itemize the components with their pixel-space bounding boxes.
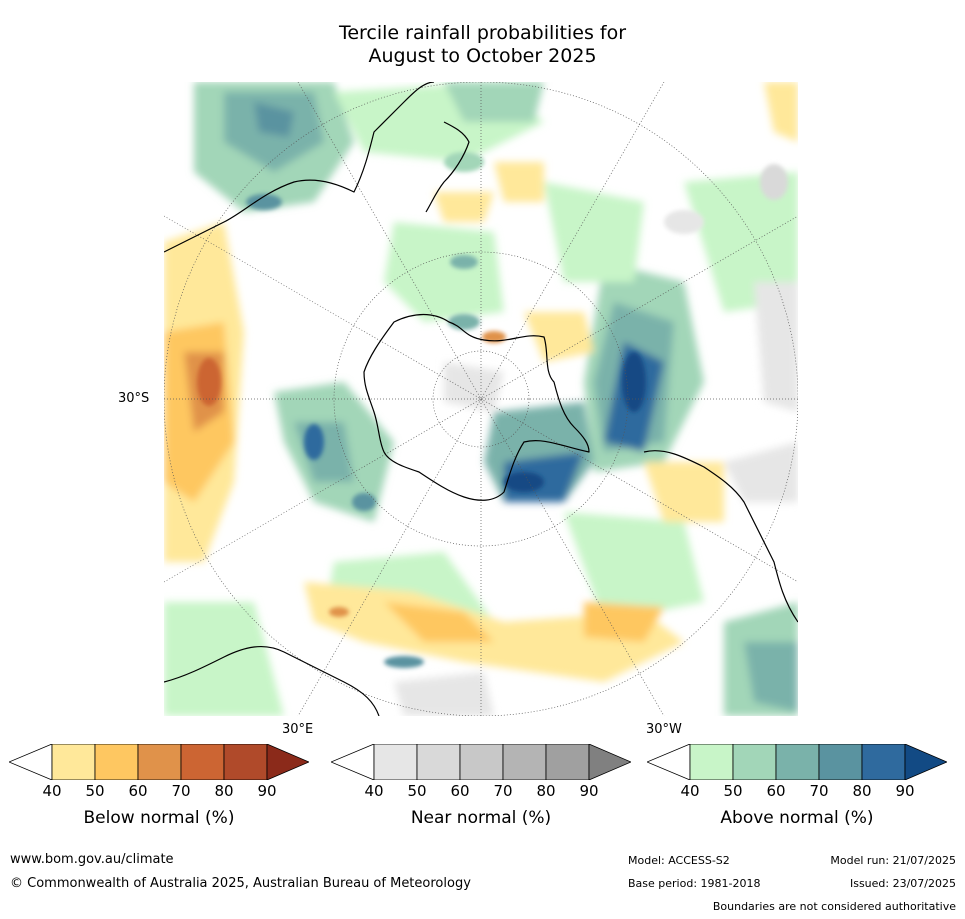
new-zealand-coastline (425, 121, 470, 213)
above-normal-label: Above normal (%) (720, 808, 874, 828)
tick-80: 80 (536, 782, 556, 800)
tick-50: 50 (85, 782, 105, 800)
tick-90: 90 (257, 782, 277, 800)
tick-90: 90 (579, 782, 599, 800)
tick-60: 60 (450, 782, 470, 800)
below-normal-colorbar-svg (9, 744, 309, 780)
antarctica-coastline (363, 313, 590, 501)
above-normal-ticks: 40 50 60 70 80 90 (647, 782, 965, 802)
tick-80: 80 (214, 782, 234, 800)
base-period-text: Base period: 1981-2018 (628, 877, 761, 890)
model-run-text: Model run: 21/07/2025 (830, 854, 956, 867)
tick-90: 90 (895, 782, 915, 800)
colorbar-extend-high (904, 744, 947, 780)
chart-title: Tercile rainfall probabilities for Augus… (0, 22, 965, 68)
near-normal-colorbar (331, 744, 631, 780)
southern-africa-coastline (164, 646, 380, 716)
model-text: Model: ACCESS-S2 (628, 854, 730, 867)
colorbar-extend-low (647, 744, 691, 780)
colorbar-segment-70-80 (502, 744, 547, 780)
colorbar-extend-high (588, 744, 631, 780)
title-line-2: August to October 2025 (368, 45, 597, 67)
copyright-text: © Commonwealth of Australia 2025, Austra… (10, 876, 471, 891)
colorbar-segment-60-70 (459, 744, 504, 780)
colorbar-extend-low (9, 744, 53, 780)
colorbar-segment-80-90 (545, 744, 590, 780)
tick-40: 40 (680, 782, 700, 800)
probability-field (164, 82, 798, 716)
graticule (164, 82, 798, 716)
tick-40: 40 (42, 782, 62, 800)
boundaries-note: Boundaries are not considered authoritat… (712, 900, 956, 913)
title-line-1: Tercile rainfall probabilities for (338, 22, 627, 44)
probability-speckle (197, 152, 788, 668)
above-normal-colorbar-svg (647, 744, 947, 780)
colorbar-segment-70-80 (818, 744, 863, 780)
tick-40: 40 (364, 782, 384, 800)
tick-70: 70 (809, 782, 829, 800)
issued-text: Issued: 23/07/2025 (849, 877, 956, 890)
colorbar-segment-40-50 (373, 744, 418, 780)
colorbar-segment-40-50 (689, 744, 734, 780)
colorbar-segment-40-50 (51, 744, 96, 780)
near-normal-label: Near normal (%) (410, 808, 552, 828)
tick-50: 50 (723, 782, 743, 800)
colorbar-segment-60-70 (775, 744, 820, 780)
coastlines (164, 82, 798, 716)
colorbar-segment-50-60 (416, 744, 461, 780)
tick-80: 80 (852, 782, 872, 800)
near-normal-ticks: 40 50 60 70 80 90 (331, 782, 671, 802)
tick-50: 50 (407, 782, 427, 800)
above-normal-colorbar (647, 744, 947, 780)
colorbar-segment-50-60 (94, 744, 139, 780)
colorbar-segment-60-70 (137, 744, 182, 780)
colorbar-segment-80-90 (861, 744, 906, 780)
below-normal-label: Below normal (%) (83, 808, 235, 828)
tick-60: 60 (766, 782, 786, 800)
longitude-label-30e: 30°E (282, 722, 314, 737)
website-link[interactable]: www.bom.gov.au/climate (10, 852, 174, 867)
near-normal-colorbar-svg (331, 744, 631, 780)
colorbar-extend-low (331, 744, 375, 780)
rainfall-probability-map (164, 82, 798, 716)
polar-map-svg (164, 82, 798, 716)
tick-60: 60 (128, 782, 148, 800)
colorbar-segment-50-60 (732, 744, 777, 780)
australia-coastline (164, 82, 435, 253)
colorbar-extend-high (266, 744, 309, 780)
tick-70: 70 (493, 782, 513, 800)
below-normal-ticks: 40 50 60 70 80 90 (9, 782, 349, 802)
below-normal-colorbar (9, 744, 309, 780)
colorbar-segment-80-90 (223, 744, 268, 780)
tick-70: 70 (171, 782, 191, 800)
colorbar-segment-70-80 (180, 744, 225, 780)
latitude-label-30s: 30°S (118, 391, 150, 406)
longitude-label-30w: 30°W (646, 722, 682, 737)
south-america-coastline (643, 450, 798, 623)
